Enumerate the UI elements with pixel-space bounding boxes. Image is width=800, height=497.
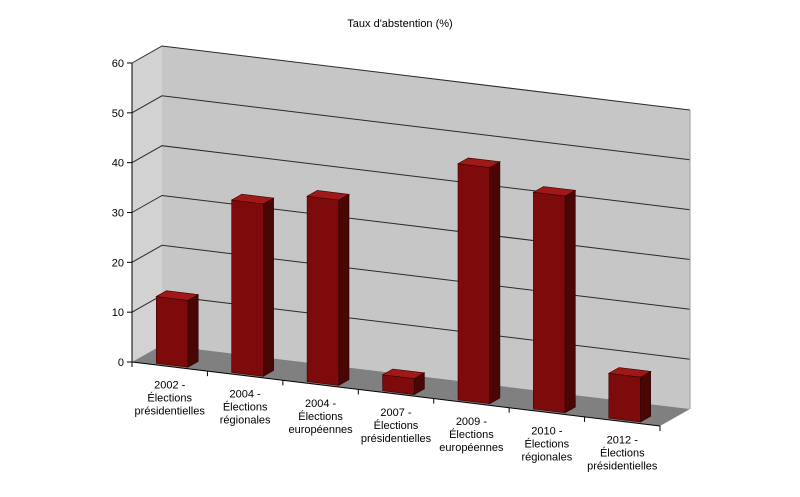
bar	[532, 186, 577, 414]
category-label: 2010 -Élections régionales	[521, 425, 572, 463]
category-label-line: régionales	[220, 415, 271, 427]
category-label-line: Élections	[600, 446, 645, 459]
category-label-line: présidentielles	[135, 406, 206, 418]
value-tick-label: 10	[112, 307, 124, 319]
value-tick-label: 30	[112, 208, 124, 220]
gridline	[131, 145, 691, 211]
bar-front	[608, 372, 641, 423]
gridline	[131, 194, 691, 260]
chart-title: Taux d'abstention (%)	[347, 18, 452, 30]
chart-walls	[132, 46, 690, 426]
category-label-line: Élections	[449, 428, 494, 441]
value-tick-label: 0	[118, 357, 124, 369]
category-label: 2012 -Élections présidentielles	[587, 434, 658, 472]
value-tick-label: 40	[112, 158, 124, 170]
bar-side	[187, 294, 199, 368]
bar	[381, 368, 426, 396]
bar-side	[640, 370, 652, 423]
category-label-line: Élections	[374, 419, 419, 432]
bars	[155, 157, 652, 423]
bar-top	[607, 367, 652, 378]
value-tick-label: 20	[112, 257, 124, 269]
bar-top	[457, 157, 501, 168]
category-label: 2004 -Élections régionales	[220, 389, 271, 427]
gridline	[131, 95, 691, 161]
bar-top	[306, 190, 350, 201]
category-label-line: 2002 -	[154, 380, 186, 392]
category-label-line: Élections	[525, 437, 570, 450]
category-axis-line	[131, 361, 661, 427]
category-label-line: régionales	[521, 451, 572, 463]
bar-front	[533, 191, 566, 414]
category-label-line: 2012 -	[607, 434, 639, 446]
category-label-line: Élections	[223, 401, 268, 414]
bar-top	[381, 368, 426, 379]
category-label-line: 2004 -	[305, 398, 337, 410]
category-label-line: présidentielles	[361, 433, 432, 445]
category-label-line: européennes	[288, 424, 353, 436]
bar	[306, 190, 350, 386]
gridline	[131, 244, 691, 310]
bar-side	[489, 161, 501, 405]
category-label-line: 2009 -	[456, 416, 488, 428]
gridlines	[131, 45, 691, 409]
category-label-line: présidentielles	[587, 460, 658, 472]
bar	[155, 290, 200, 368]
category-label-line: européennes	[439, 442, 504, 454]
bar-front	[231, 199, 264, 377]
bar-side	[338, 193, 350, 386]
category-label-line: Élections	[147, 392, 192, 405]
value-axis: 0 10 20 30 40 50 60	[112, 58, 133, 369]
gridline	[131, 45, 691, 111]
bar-front	[306, 195, 340, 386]
bar-side	[263, 197, 274, 377]
value-tick-label: 50	[112, 108, 124, 120]
category-label: 2002 -Élections présidentielles	[135, 380, 206, 418]
category-label-line: 2007 -	[380, 407, 412, 419]
category-label: 2009 -Élections européennes	[439, 416, 504, 454]
category-label-line: 2010 -	[531, 425, 563, 437]
bar	[457, 157, 501, 405]
bar	[230, 193, 275, 377]
bar-front	[457, 163, 491, 405]
bar-top	[230, 193, 275, 205]
category-label: 2007 -Élections présidentielles	[361, 407, 432, 445]
category-label-line: Élections	[298, 410, 343, 423]
category-label-line: 2004 -	[230, 389, 262, 401]
category-label: 2004 -Élections européennes	[288, 398, 353, 436]
bar-front	[156, 296, 189, 368]
bar-side	[564, 189, 576, 414]
bar	[607, 367, 652, 423]
bar-top	[155, 290, 200, 301]
value-tick-label: 60	[112, 58, 124, 70]
bar-top	[532, 186, 577, 197]
